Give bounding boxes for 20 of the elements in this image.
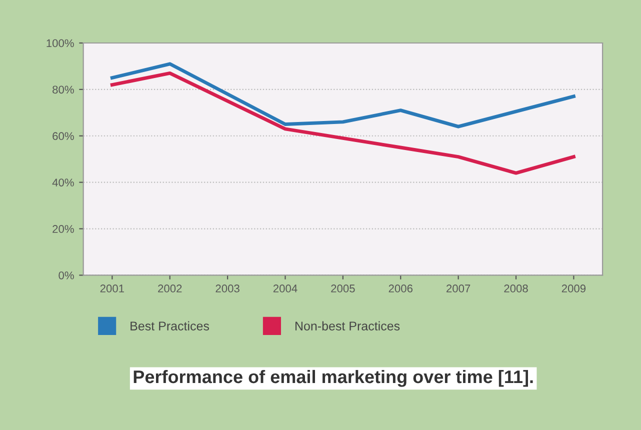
text: Performance of email marketing over time [11]. <box>134 370 533 387</box>
x-tick-label: 2002 <box>158 284 182 292</box>
legend-label: Best Practices <box>130 321 210 330</box>
line-series <box>110 71 576 175</box>
y-tick-label: 0% <box>58 271 74 280</box>
x-tick-label: 2003 <box>216 284 240 292</box>
y-tick-label: 60% <box>52 132 74 140</box>
y-tick-label: 20% <box>52 225 74 233</box>
y-tick-label: 40% <box>52 178 74 186</box>
x-tick-label: 2005 <box>331 284 355 292</box>
x-tick-label: 2007 <box>446 284 470 292</box>
line-series <box>110 62 576 128</box>
y-tick-label: 100% <box>46 39 74 48</box>
x-tick-label: 2004 <box>273 284 298 292</box>
y-tick-label: 80% <box>52 86 74 94</box>
x-tick-label: 2006 <box>388 284 412 292</box>
x-tick-label: 2009 <box>562 284 586 292</box>
legend-label: Non-best Practices <box>295 321 400 330</box>
x-tick-label: 2001 <box>100 284 124 292</box>
x-tick-label: 2008 <box>504 284 528 292</box>
